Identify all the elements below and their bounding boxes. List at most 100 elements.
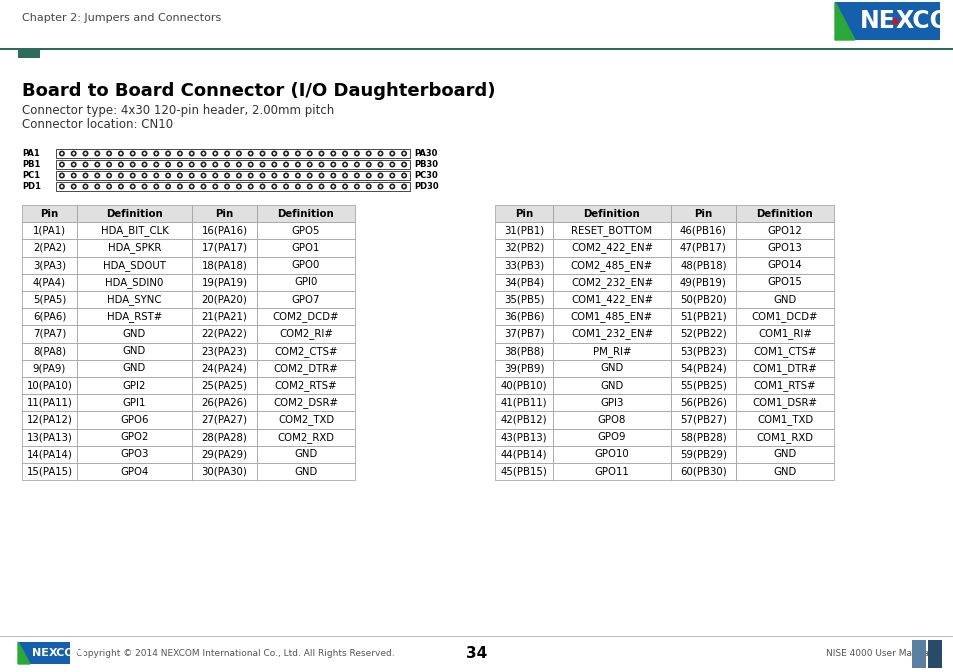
Text: 52(PB22): 52(PB22) <box>679 329 726 339</box>
Bar <box>22 411 77 429</box>
Text: 38(PB8): 38(PB8) <box>503 346 543 356</box>
Text: GPO10: GPO10 <box>594 450 629 460</box>
Circle shape <box>108 174 111 177</box>
Text: HDA_RST#: HDA_RST# <box>107 311 162 323</box>
Bar <box>553 274 670 291</box>
Circle shape <box>308 185 311 187</box>
Bar <box>495 463 553 480</box>
Bar <box>495 343 553 360</box>
Bar <box>77 205 192 222</box>
Circle shape <box>377 183 383 190</box>
Bar <box>192 446 256 463</box>
Circle shape <box>378 163 381 166</box>
Bar <box>670 325 735 343</box>
Text: 40(PB10): 40(PB10) <box>500 380 547 390</box>
Circle shape <box>108 163 111 166</box>
Circle shape <box>176 161 183 167</box>
Text: 12(PA12): 12(PA12) <box>27 415 72 425</box>
Circle shape <box>84 152 87 155</box>
Circle shape <box>153 161 159 167</box>
Circle shape <box>283 161 289 167</box>
Circle shape <box>391 152 394 155</box>
Circle shape <box>355 163 357 166</box>
Circle shape <box>294 161 300 167</box>
Bar <box>77 325 192 343</box>
Circle shape <box>132 163 133 166</box>
Text: Pin: Pin <box>694 208 712 218</box>
Circle shape <box>189 161 194 167</box>
Circle shape <box>235 161 242 167</box>
Text: RESET_BOTTOM: RESET_BOTTOM <box>571 225 652 237</box>
Text: 50(PB20): 50(PB20) <box>679 294 726 304</box>
Bar <box>495 274 553 291</box>
Bar <box>256 257 355 274</box>
Circle shape <box>118 151 124 157</box>
Text: COM2_RI#: COM2_RI# <box>279 329 333 339</box>
Circle shape <box>61 174 63 177</box>
Text: GND: GND <box>294 466 317 476</box>
Bar <box>553 360 670 377</box>
Text: COM1_CTS#: COM1_CTS# <box>753 346 816 357</box>
Bar <box>735 343 833 360</box>
Circle shape <box>330 173 336 179</box>
Bar <box>22 463 77 480</box>
Circle shape <box>213 183 218 190</box>
Circle shape <box>261 152 264 155</box>
Text: 42(PB12): 42(PB12) <box>500 415 547 425</box>
Circle shape <box>285 152 287 155</box>
Bar <box>77 377 192 394</box>
Circle shape <box>71 161 76 167</box>
Text: GPO9: GPO9 <box>598 432 625 442</box>
Text: 18(PA18): 18(PA18) <box>201 260 247 270</box>
Text: Connector location: CN10: Connector location: CN10 <box>22 118 172 131</box>
Circle shape <box>141 183 148 190</box>
Text: 22(PA22): 22(PA22) <box>201 329 247 339</box>
Circle shape <box>343 163 346 166</box>
Text: COM2_485_EN#: COM2_485_EN# <box>570 260 653 271</box>
Bar <box>192 343 256 360</box>
Circle shape <box>402 185 405 187</box>
Bar <box>553 463 670 480</box>
Bar <box>256 463 355 480</box>
Circle shape <box>213 152 216 155</box>
Text: GPO13: GPO13 <box>767 243 801 253</box>
Bar <box>77 308 192 325</box>
Text: GND: GND <box>294 450 317 460</box>
Bar <box>256 446 355 463</box>
Circle shape <box>308 152 311 155</box>
Bar <box>0 636 953 672</box>
Text: COM2_422_EN#: COM2_422_EN# <box>570 243 653 253</box>
Circle shape <box>189 183 194 190</box>
Bar <box>256 308 355 325</box>
Text: 21(PA21): 21(PA21) <box>201 312 247 322</box>
Text: 35(PB5): 35(PB5) <box>503 294 543 304</box>
Circle shape <box>141 173 148 179</box>
Circle shape <box>226 163 228 166</box>
Text: GND: GND <box>773 450 796 460</box>
Text: 45(PB15): 45(PB15) <box>500 466 547 476</box>
Circle shape <box>224 151 230 157</box>
Text: PM_RI#: PM_RI# <box>592 346 631 357</box>
Circle shape <box>318 183 324 190</box>
Text: Pin: Pin <box>215 208 233 218</box>
Circle shape <box>61 163 63 166</box>
Bar <box>22 239 77 257</box>
Text: COM1_485_EN#: COM1_485_EN# <box>570 311 653 323</box>
Circle shape <box>365 173 372 179</box>
Bar <box>22 257 77 274</box>
Circle shape <box>294 173 300 179</box>
Circle shape <box>71 183 76 190</box>
Text: COM1_RTS#: COM1_RTS# <box>753 380 816 391</box>
Circle shape <box>342 151 348 157</box>
Text: GPO11: GPO11 <box>594 466 629 476</box>
Bar <box>735 239 833 257</box>
Text: GPO6: GPO6 <box>120 415 149 425</box>
Circle shape <box>271 151 277 157</box>
Circle shape <box>200 183 206 190</box>
Text: GPO12: GPO12 <box>767 226 801 236</box>
Bar <box>670 222 735 239</box>
Circle shape <box>249 163 252 166</box>
Circle shape <box>320 163 322 166</box>
Circle shape <box>108 152 111 155</box>
Circle shape <box>355 174 357 177</box>
